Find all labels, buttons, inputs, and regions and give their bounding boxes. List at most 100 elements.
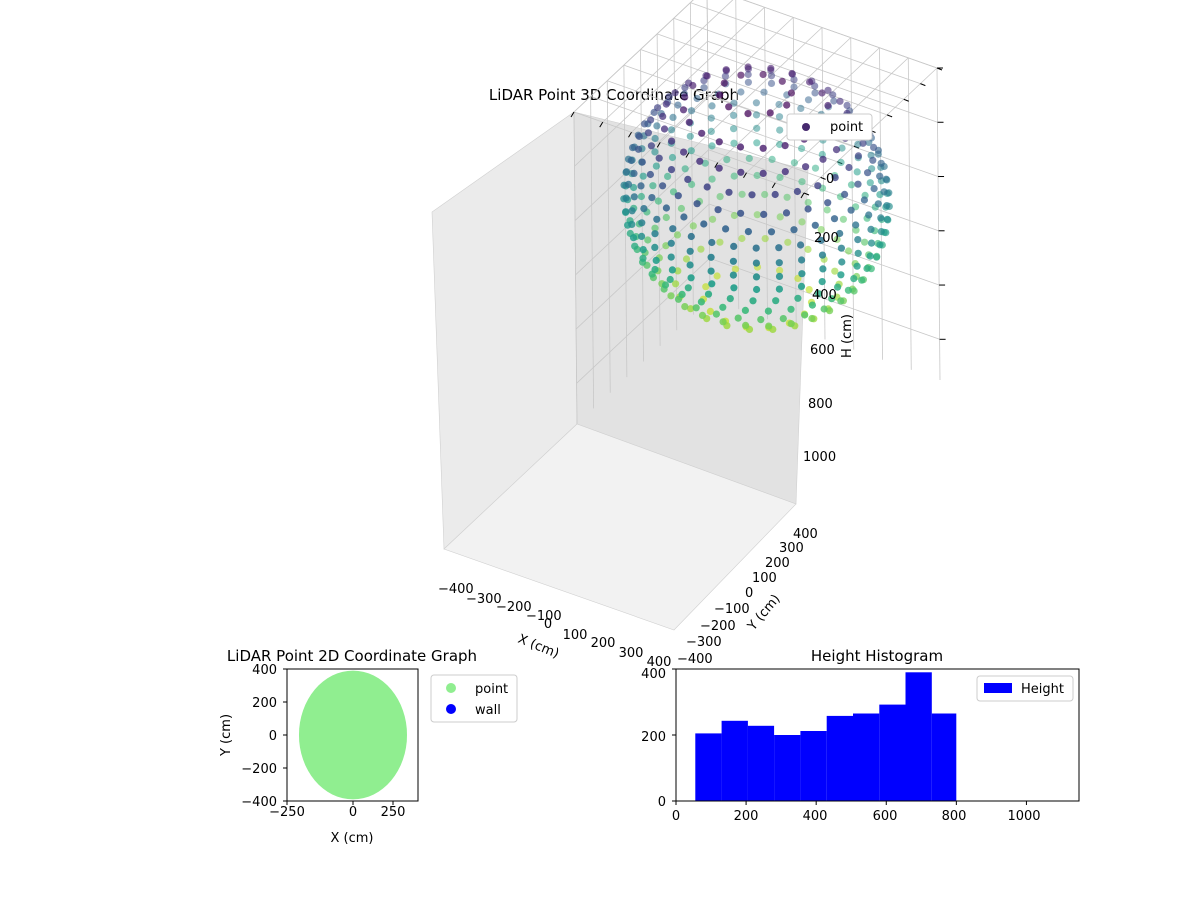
point-3d [689,81,697,90]
y-tick-3d: 100 [752,571,777,586]
point-3d [854,236,862,244]
hist-y-tick: 200 [641,730,666,745]
point-3d [629,234,638,242]
point-3d [714,206,722,214]
point-3d [790,226,798,234]
point-3d [847,181,856,189]
point-3d [798,270,806,278]
point-3d [863,264,871,273]
point-3d [741,306,750,314]
point-3d [651,148,659,156]
point-3d [787,320,795,328]
point-3d [654,104,662,112]
grid-line-3d [656,33,661,346]
point-3d [639,254,647,262]
point-3d [722,225,730,233]
legend-3d: point [786,113,873,141]
point-3d [818,278,826,286]
point-3d [798,144,806,153]
x-tick-mark-3d [656,142,661,148]
point-3d [838,258,846,266]
point-3d [801,311,809,319]
scatter-2d-area [299,670,407,800]
point-3d [759,70,767,79]
point-3d [697,245,705,253]
point-3d [706,307,715,315]
point-3d [861,238,869,246]
y-tick-3d: 200 [765,556,790,571]
point-3d [798,218,806,226]
point-3d [652,162,661,170]
point-3d [630,193,638,201]
point-3d [778,77,786,85]
x-tick-3d: −300 [466,592,502,607]
point-3d [674,101,682,109]
point-3d [834,283,842,291]
histogram-bar [774,735,801,801]
point-3d [811,164,820,172]
y-tick-3d: −200 [700,619,736,634]
point-3d [730,242,738,250]
histogram-bar [721,720,748,801]
point-3d [725,103,733,111]
point-3d [824,199,832,207]
point-3d [737,209,745,217]
grid-line-3d [821,27,826,340]
point-3d [837,297,845,305]
hist-x-tick: 0 [672,809,680,824]
point-3d [794,274,802,282]
y-tick-3d: −300 [686,635,722,650]
grid-line-3d [573,0,694,113]
point-3d [730,99,738,107]
point-3d [745,154,753,162]
point-3d [702,283,710,291]
point-3d [850,275,858,283]
point-3d [659,112,667,120]
z-tick-3d: 800 [808,397,833,412]
point-3d [668,137,676,145]
point-3d [666,275,674,284]
y-axis-label-2d: Y (cm) [219,714,234,757]
point-3d [744,63,752,71]
point-3d [843,101,851,109]
point-3d [737,88,745,96]
point-3d [844,286,853,294]
point-3d [651,230,659,238]
point-3d [730,211,739,220]
point-3d [653,122,661,130]
point-3d [674,267,682,275]
grid-line-3d [574,40,708,167]
point-3d [820,305,828,313]
point-3d [647,116,655,124]
legend-histogram-label: Height [1021,682,1064,697]
point-3d [667,253,675,261]
y-tick-mark-3d [820,176,826,180]
point-3d [641,120,649,128]
point-3d [701,159,709,167]
point-3d [667,126,676,134]
x-axis-label-3d: X (cm) [516,632,561,662]
point-3d [640,205,648,213]
point-3d [832,146,841,154]
point-3d [686,132,694,140]
point-3d [779,315,787,323]
legend-3d-box [786,113,873,141]
point-3d [794,294,802,302]
point-3d [819,155,827,163]
point-3d [736,143,745,151]
point-3d [674,192,682,200]
point-3d [870,143,878,151]
point-3d [684,284,692,292]
point-3d [752,259,761,267]
x-tick-3d: −400 [438,582,474,597]
point-3d [667,166,676,174]
point-3d [852,221,860,229]
point-3d [726,295,734,303]
point-3d [858,276,866,284]
point-3d [628,207,636,215]
x-axis-ticks-3d: −400 −300 −200 −100 0 100 200 300 400 [438,582,671,670]
grid-line-3d [850,37,855,350]
point-3d [877,159,885,167]
y-tick-2d: 200 [252,696,277,711]
